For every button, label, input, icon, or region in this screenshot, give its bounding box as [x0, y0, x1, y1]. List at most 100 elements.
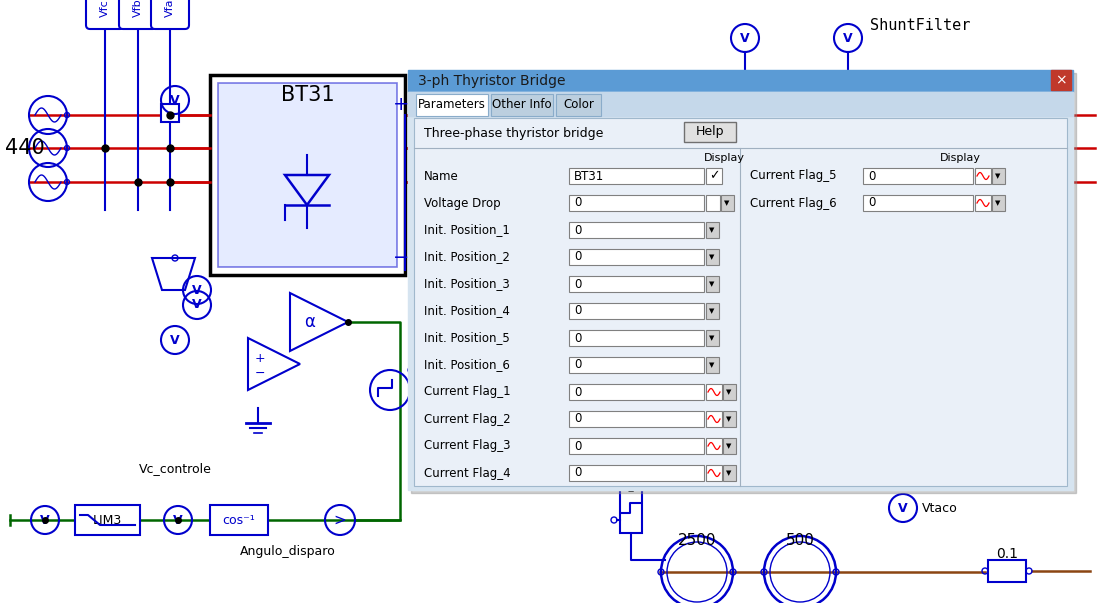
Bar — [706, 330, 719, 346]
Text: Help: Help — [695, 125, 724, 139]
Text: 0: 0 — [574, 277, 581, 291]
Text: Current Flag_1: Current Flag_1 — [424, 385, 510, 399]
Bar — [723, 465, 736, 481]
Bar — [723, 438, 736, 454]
Text: Vc_controle: Vc_controle — [139, 462, 212, 475]
Text: 0: 0 — [574, 332, 581, 344]
Text: Init. Position_4: Init. Position_4 — [424, 305, 510, 318]
Text: V: V — [192, 283, 202, 297]
Bar — [706, 384, 722, 400]
Text: 0: 0 — [574, 305, 581, 318]
Bar — [706, 222, 719, 238]
Text: >: > — [334, 513, 346, 528]
Text: ▼: ▼ — [995, 173, 1000, 179]
Text: V: V — [898, 502, 908, 514]
Text: Vfb: Vfb — [133, 0, 143, 17]
Text: 3-ph Thyristor Bridge: 3-ph Thyristor Bridge — [418, 74, 566, 88]
Text: cos⁻¹: cos⁻¹ — [223, 514, 255, 526]
Bar — [408, 70, 1074, 92]
FancyBboxPatch shape — [119, 0, 157, 29]
Text: 0: 0 — [574, 197, 581, 209]
Text: ▼: ▼ — [726, 416, 732, 422]
Text: 0: 0 — [574, 412, 581, 426]
Text: ▼: ▼ — [724, 200, 730, 206]
Bar — [569, 168, 704, 184]
Text: 0: 0 — [574, 359, 581, 371]
Bar — [706, 276, 719, 292]
Text: 440: 440 — [6, 138, 44, 158]
Bar — [706, 168, 722, 184]
Bar — [569, 384, 704, 400]
FancyBboxPatch shape — [151, 0, 189, 29]
Bar — [569, 276, 704, 292]
Bar — [620, 485, 642, 533]
Text: ShuntFilter: ShuntFilter — [869, 18, 970, 33]
Bar — [491, 94, 553, 116]
Bar — [723, 384, 736, 400]
Bar — [684, 122, 736, 142]
Text: Display: Display — [703, 153, 744, 163]
Bar — [411, 73, 1076, 493]
Text: Init. Position_3: Init. Position_3 — [424, 277, 510, 291]
Bar — [988, 560, 1026, 582]
Bar — [706, 303, 719, 319]
Bar — [210, 505, 268, 535]
Text: Current Flag_3: Current Flag_3 — [424, 440, 510, 452]
Text: Current Flag_4: Current Flag_4 — [424, 467, 510, 479]
Text: 0: 0 — [868, 197, 875, 209]
Text: ✓: ✓ — [709, 169, 720, 183]
Text: ×: × — [1055, 73, 1067, 87]
Text: 0: 0 — [574, 440, 581, 452]
Text: V: V — [740, 31, 750, 45]
Bar — [975, 168, 991, 184]
Bar — [161, 104, 179, 122]
Text: Color: Color — [563, 98, 594, 112]
Text: 500: 500 — [785, 533, 814, 548]
Text: ▼: ▼ — [995, 200, 1000, 206]
Text: Three-phase thyristor bridge: Three-phase thyristor bridge — [424, 127, 603, 140]
Text: ▼: ▼ — [726, 470, 732, 476]
Text: ▼: ▼ — [710, 227, 714, 233]
Bar — [218, 83, 397, 267]
Bar — [569, 222, 704, 238]
FancyBboxPatch shape — [87, 0, 124, 29]
Text: V: V — [192, 298, 202, 312]
Bar — [975, 195, 991, 211]
Text: Voltage Drop: Voltage Drop — [424, 197, 500, 209]
Text: Parameters: Parameters — [418, 98, 486, 112]
Text: V: V — [170, 333, 180, 347]
Bar — [75, 505, 140, 535]
Bar — [721, 195, 734, 211]
Text: Vtaco: Vtaco — [922, 502, 958, 514]
Bar — [569, 249, 704, 265]
Text: Current Flag_5: Current Flag_5 — [750, 169, 836, 183]
Text: 0: 0 — [574, 224, 581, 236]
Bar — [706, 465, 722, 481]
Text: V: V — [170, 93, 180, 107]
Text: ▼: ▼ — [726, 389, 732, 395]
Text: Other Info: Other Info — [492, 98, 552, 112]
Text: Name: Name — [424, 169, 459, 183]
Text: Init. Position_2: Init. Position_2 — [424, 250, 510, 264]
Text: Init. Position_5: Init. Position_5 — [424, 332, 510, 344]
Text: α: α — [305, 313, 315, 331]
Bar — [706, 195, 720, 211]
Text: 0: 0 — [574, 467, 581, 479]
Bar — [706, 357, 719, 373]
Text: 0.1: 0.1 — [996, 547, 1018, 561]
Text: −: − — [255, 367, 265, 379]
Bar — [569, 195, 704, 211]
Text: +: + — [393, 95, 409, 115]
Text: Display: Display — [939, 153, 980, 163]
Bar — [863, 195, 973, 211]
Text: 0: 0 — [574, 385, 581, 399]
Text: 0: 0 — [574, 250, 581, 264]
Bar — [863, 168, 973, 184]
Bar — [706, 411, 722, 427]
Text: +: + — [255, 352, 265, 364]
Bar — [569, 357, 704, 373]
Text: V: V — [173, 514, 183, 526]
Text: BT31: BT31 — [281, 85, 334, 105]
Text: V: V — [40, 514, 50, 526]
Text: Vfa: Vfa — [165, 0, 175, 17]
